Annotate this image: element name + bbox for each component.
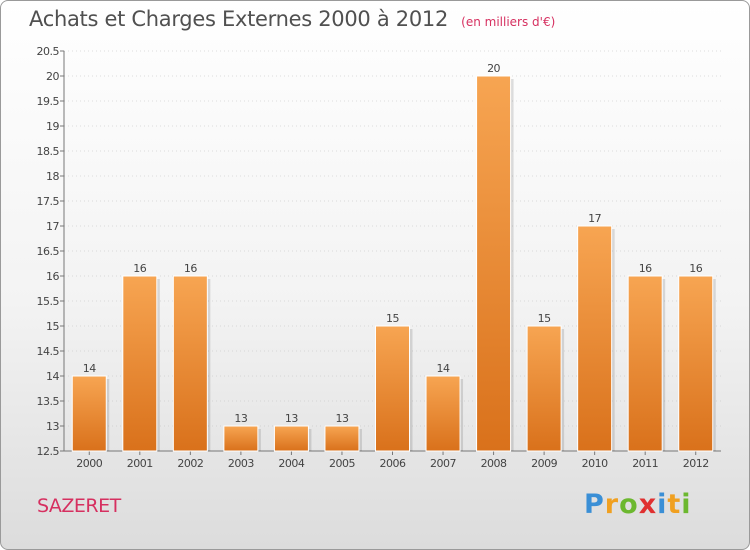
chart-unit: (en milliers d'€) <box>461 15 556 29</box>
y-tick-label: 19.5 <box>37 95 60 108</box>
y-tick-label: 13 <box>46 420 59 433</box>
y-tick-label: 20.5 <box>37 45 60 58</box>
x-tick-label-2005: 2005 <box>329 457 355 470</box>
value-label-2003: 13 <box>234 412 247 425</box>
x-tick-label-2000: 2000 <box>76 457 102 470</box>
value-label-2007: 14 <box>437 362 450 375</box>
proxiti-logo: Proxiti <box>584 489 692 520</box>
bar-2012 <box>678 275 714 452</box>
logo-letter: P <box>584 489 605 520</box>
bars <box>71 75 716 452</box>
bar-2004 <box>273 425 309 452</box>
y-tick-label: 17 <box>46 220 59 233</box>
logo-letter: o <box>619 489 639 520</box>
value-label-2000: 14 <box>83 362 96 375</box>
logo-letter: t <box>667 489 682 520</box>
bar-2003 <box>223 425 259 452</box>
bar-2009 <box>526 325 562 452</box>
y-tick-label: 14 <box>46 370 59 383</box>
bar-2010 <box>577 225 613 452</box>
chart-title: Achats et Charges Externes 2000 à 2012 <box>29 7 449 31</box>
y-tick-label: 16.5 <box>37 245 60 258</box>
y-tick-label: 17.5 <box>37 195 60 208</box>
x-tick-label-2009: 2009 <box>531 457 557 470</box>
y-tick-label: 15.5 <box>37 295 60 308</box>
bar-2002 <box>172 275 208 452</box>
value-label-2006: 15 <box>386 312 399 325</box>
x-tick-label-2003: 2003 <box>228 457 254 470</box>
value-label-2002: 16 <box>184 262 197 275</box>
bar-2001 <box>122 275 158 452</box>
y-tick-label: 18.5 <box>37 145 60 158</box>
x-tick-label-2011: 2011 <box>632 457 658 470</box>
value-label-2011: 16 <box>639 262 652 275</box>
x-tick-label-2004: 2004 <box>278 457 304 470</box>
value-label-2001: 16 <box>133 262 146 275</box>
logo-letter: i <box>657 489 668 520</box>
y-tick-label: 14.5 <box>37 345 60 358</box>
bar-2007 <box>425 375 461 452</box>
place-name: SAZERET <box>37 495 121 517</box>
value-label-2004: 13 <box>285 412 298 425</box>
y-tick-label: 12.5 <box>37 445 60 458</box>
x-tick-label-2012: 2012 <box>683 457 709 470</box>
x-tick-label-2002: 2002 <box>177 457 203 470</box>
logo-letter: r <box>604 489 620 520</box>
y-tick-label: 18 <box>46 170 59 183</box>
value-label-2009: 15 <box>538 312 551 325</box>
value-label-2005: 13 <box>335 412 348 425</box>
y-tick-label: 20 <box>46 70 59 83</box>
bar-2008 <box>476 75 512 452</box>
x-tick-label-2001: 2001 <box>127 457 153 470</box>
x-tick-label-2006: 2006 <box>380 457 406 470</box>
bar-2006 <box>375 325 410 452</box>
value-label-2008: 20 <box>487 62 500 75</box>
y-tick-label: 15 <box>46 320 59 333</box>
x-tick-label-2007: 2007 <box>430 457 456 470</box>
value-label-2010: 17 <box>588 212 601 225</box>
bar-2011 <box>627 275 663 452</box>
x-tick-label-2008: 2008 <box>481 457 507 470</box>
bar-2000 <box>71 375 107 452</box>
y-tick-label: 16 <box>46 270 59 283</box>
x-tick-label-2010: 2010 <box>582 457 608 470</box>
bar-2005 <box>324 425 360 452</box>
y-tick-label: 19 <box>46 120 59 133</box>
y-tick-label: 13.5 <box>37 395 60 408</box>
title-row: Achats et Charges Externes 2000 à 2012 (… <box>29 7 555 31</box>
labels: 12.5 13 13.5 14 14.5 15 15.5 16 16.5 17 17.5 18 18.5… <box>37 45 710 470</box>
logo-letter: x <box>638 489 658 520</box>
value-label-2012: 16 <box>689 262 702 275</box>
logo-letter: i <box>681 489 692 520</box>
